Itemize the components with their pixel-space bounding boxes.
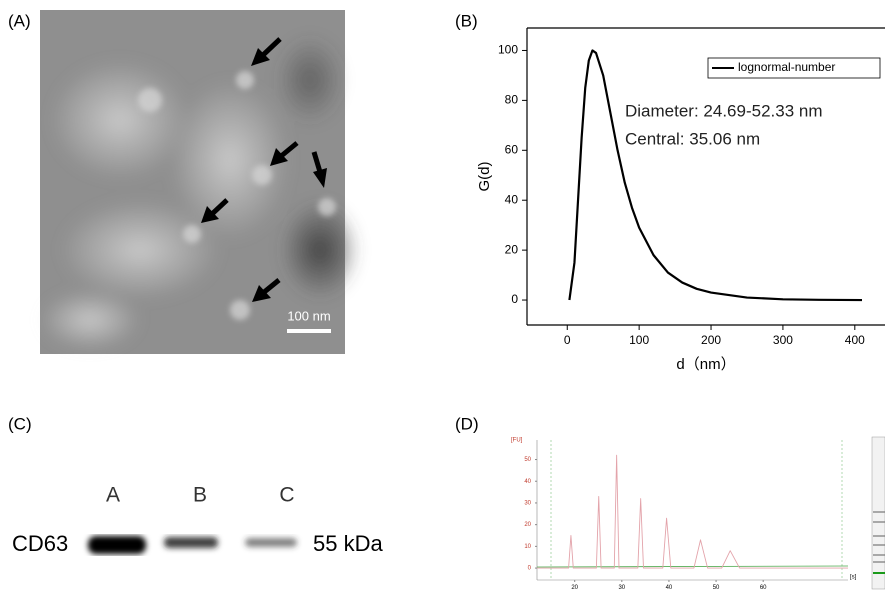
scale-bar-label: 100 nm — [287, 308, 330, 323]
size-label: 55 kDa — [313, 531, 383, 556]
y-tick-label: 0 — [528, 566, 532, 572]
y-tick-label: 100 — [498, 43, 518, 57]
legend-label: lognormal-number — [738, 60, 835, 74]
panel-label: (D) — [455, 414, 479, 433]
western-blot: A B C CD63 55 kDa — [12, 484, 383, 556]
y-tick-label: 30 — [524, 501, 531, 507]
y-tick-label: 0 — [511, 292, 518, 306]
data-line — [568, 49, 863, 302]
y-tick-label: 80 — [505, 93, 519, 107]
protein-label: CD63 — [12, 531, 68, 556]
data-line — [537, 454, 848, 569]
x-tick-label: 40 — [666, 585, 673, 591]
panel-label: (C) — [8, 414, 32, 433]
legend-box — [707, 57, 881, 79]
y-tick-label: 40 — [505, 192, 519, 206]
tem-image: 100 nm — [40, 10, 360, 354]
annotation: Central: 35.06 nm — [625, 129, 760, 148]
lane-label: A — [106, 484, 120, 507]
y-tick-label: 50 — [524, 457, 531, 463]
lane-label: B — [193, 484, 207, 507]
x-axis-label: [s] — [850, 575, 857, 581]
y-tick-label: 20 — [505, 242, 519, 256]
y-axis-label: [FU] — [511, 438, 523, 444]
x-tick-label: 30 — [618, 585, 625, 591]
x-tick-label: 100 — [629, 333, 649, 347]
panel-label: (B) — [455, 11, 478, 30]
lane-label: C — [279, 484, 294, 507]
y-tick-label: 60 — [505, 142, 519, 156]
y-axis-label: G(d) — [476, 161, 493, 191]
x-tick-label: 20 — [571, 585, 578, 591]
y-tick-label: 10 — [524, 544, 531, 550]
x-tick-label: 400 — [845, 333, 865, 347]
x-tick-label: 60 — [760, 585, 767, 591]
x-tick-label: 0 — [564, 333, 571, 347]
x-tick-label: 50 — [713, 585, 720, 591]
x-tick-label: 300 — [773, 333, 793, 347]
y-tick-label: 40 — [524, 479, 531, 485]
x-tick-label: 200 — [701, 333, 721, 347]
panel-label: (A) — [8, 11, 31, 30]
x-axis-label: d（nm） — [676, 356, 735, 373]
electropherogram-frame — [536, 440, 849, 581]
y-tick-label: 20 — [524, 522, 531, 528]
gel-image — [871, 436, 885, 590]
annotation: Diameter: 24.69-52.33 nm — [625, 101, 823, 120]
